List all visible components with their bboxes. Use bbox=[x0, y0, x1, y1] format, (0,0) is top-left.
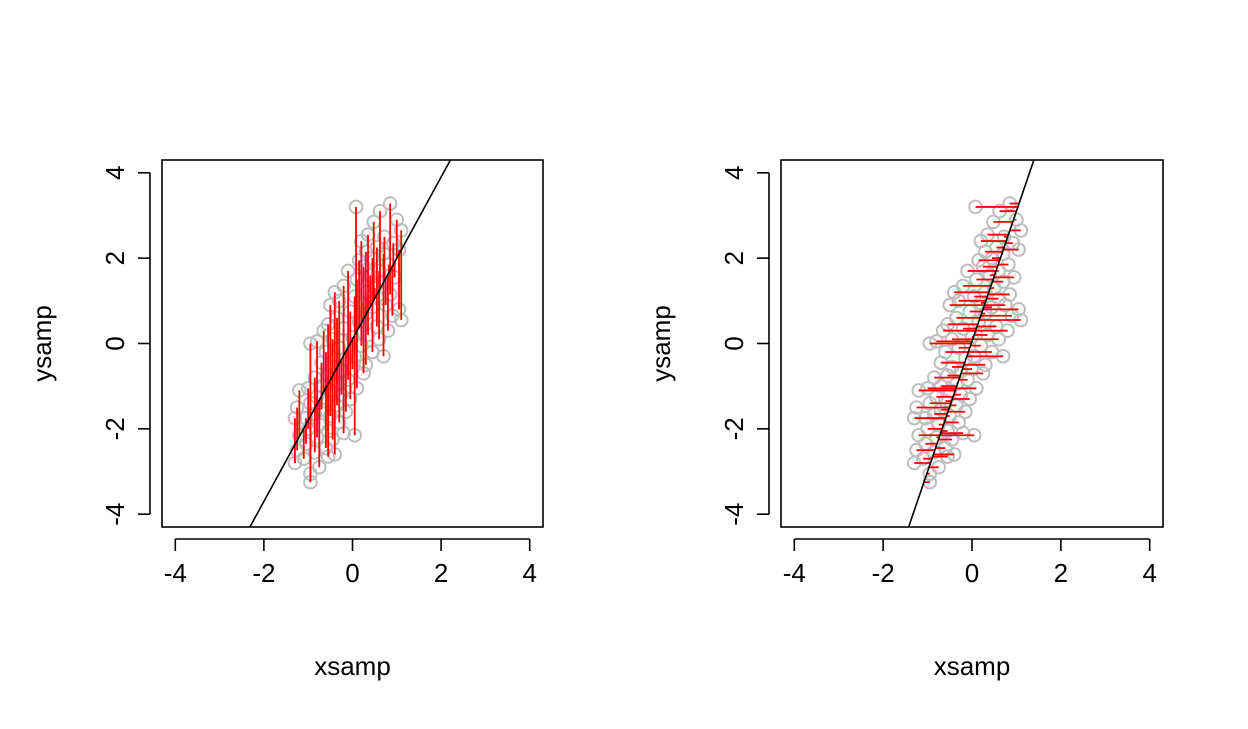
plot-frame bbox=[780, 159, 1164, 528]
plot-area bbox=[906, 160, 1035, 527]
data-point bbox=[926, 445, 942, 460]
regression-line bbox=[248, 160, 452, 527]
right-scatter-panel: -4 -2 0 2 4 xsamp -4 -2 0 2 4 ysamp bbox=[646, 159, 1164, 681]
y-tick-label: -4 bbox=[719, 503, 749, 526]
y-tick-label: 2 bbox=[100, 251, 130, 265]
x-axis-title: xsamp bbox=[934, 651, 1011, 681]
x-tick-label: 2 bbox=[1054, 558, 1068, 588]
y-tick-label: -2 bbox=[719, 417, 749, 440]
regression-line bbox=[907, 160, 1035, 527]
plot-frame bbox=[161, 159, 544, 528]
y-tick-label: -2 bbox=[100, 417, 130, 440]
x-tick-label: -2 bbox=[252, 558, 275, 588]
y-tick-label: 0 bbox=[719, 336, 749, 350]
x-tick-label: -4 bbox=[164, 558, 187, 588]
data-point bbox=[971, 314, 986, 330]
y-tick-label: 4 bbox=[100, 166, 130, 180]
x-tick-label: -2 bbox=[872, 558, 895, 588]
y-axis-title: ysamp bbox=[646, 305, 676, 382]
x-tick-label: 4 bbox=[1142, 558, 1156, 588]
x-tick-label: 0 bbox=[345, 558, 359, 588]
data-point bbox=[982, 267, 998, 283]
x-tick-label: 2 bbox=[434, 558, 448, 588]
residual-segments bbox=[294, 203, 403, 483]
y-tick-label: -4 bbox=[100, 503, 130, 526]
x-axis: -4 -2 0 2 4 bbox=[783, 538, 1157, 588]
left-scatter-panel: -4 -2 0 2 4 xsamp -4 -2 0 2 4 ysamp bbox=[27, 159, 544, 681]
y-tick-label: 4 bbox=[719, 166, 749, 180]
y-axis: -4 -2 0 2 4 bbox=[100, 166, 151, 526]
x-tick-label: 4 bbox=[522, 558, 536, 588]
x-axis-title: xsamp bbox=[314, 651, 391, 681]
y-tick-label: 2 bbox=[719, 251, 749, 265]
x-tick-label: 0 bbox=[965, 558, 979, 588]
plot-area bbox=[248, 160, 452, 527]
y-axis: -4 -2 0 2 4 bbox=[719, 166, 770, 526]
y-tick-label: 0 bbox=[100, 336, 130, 350]
x-tick-label: -4 bbox=[783, 558, 806, 588]
x-axis: -4 -2 0 2 4 bbox=[164, 538, 537, 588]
y-axis-title: ysamp bbox=[27, 305, 57, 382]
